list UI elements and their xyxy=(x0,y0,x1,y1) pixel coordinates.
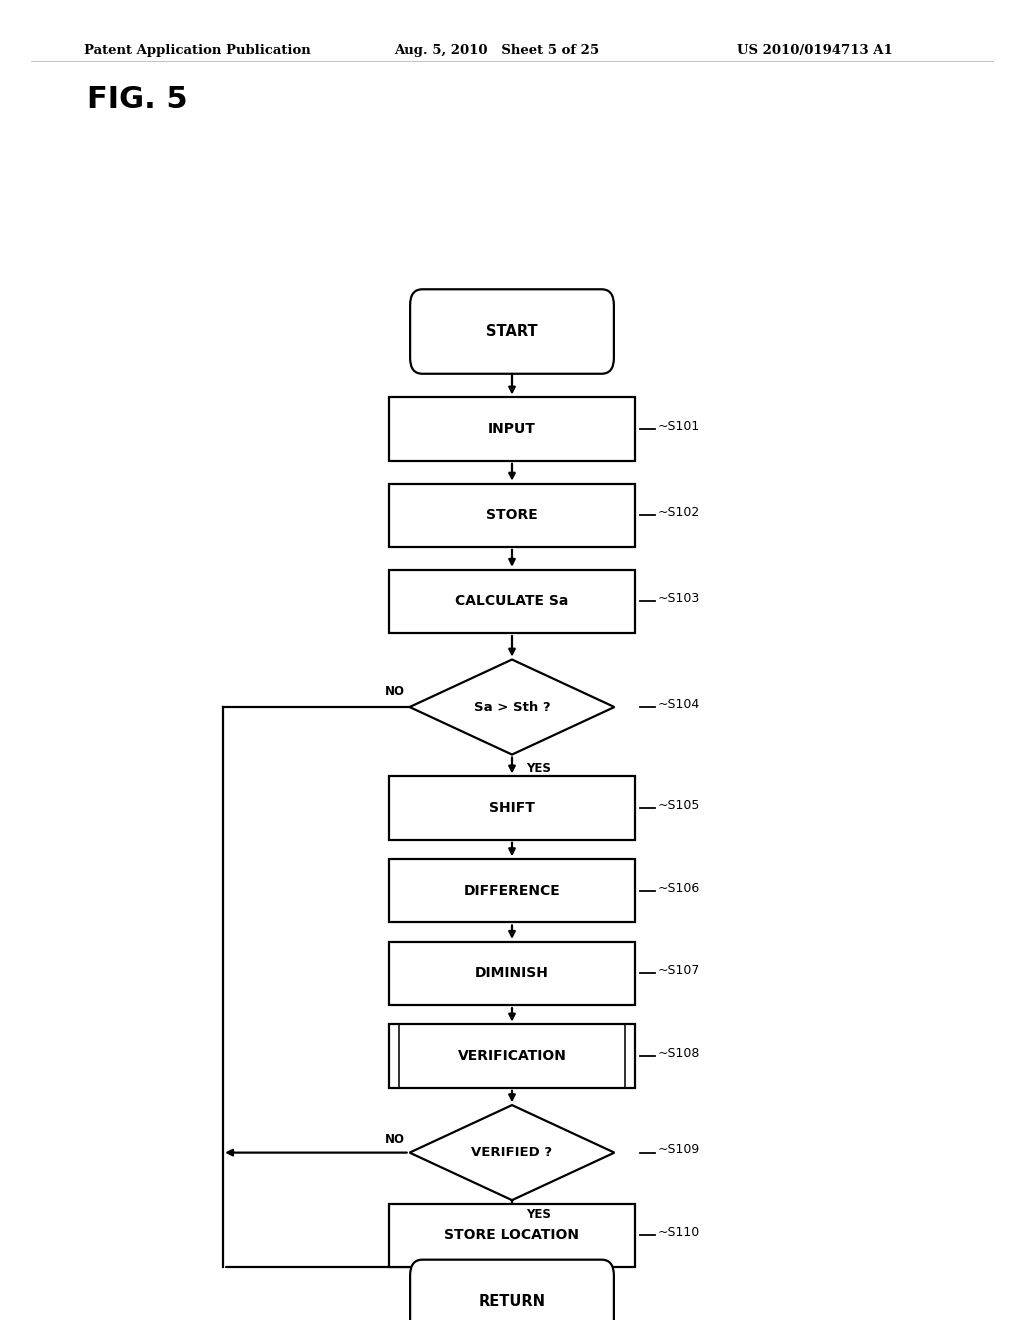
Text: Sa > Sth ?: Sa > Sth ? xyxy=(474,701,550,714)
Bar xyxy=(389,1024,635,1088)
Bar xyxy=(389,776,635,840)
Text: ~S110: ~S110 xyxy=(657,1226,699,1239)
Text: ~S101: ~S101 xyxy=(657,420,699,433)
Text: Aug. 5, 2010   Sheet 5 of 25: Aug. 5, 2010 Sheet 5 of 25 xyxy=(394,44,599,57)
Text: NO: NO xyxy=(384,1133,404,1146)
Text: ~S109: ~S109 xyxy=(657,1143,699,1156)
Text: US 2010/0194713 A1: US 2010/0194713 A1 xyxy=(737,44,893,57)
Bar xyxy=(389,1204,635,1267)
Text: NO: NO xyxy=(384,685,404,698)
Bar xyxy=(389,570,635,634)
Text: STORE: STORE xyxy=(486,508,538,523)
Text: ~S108: ~S108 xyxy=(657,1047,699,1060)
Text: ~S107: ~S107 xyxy=(657,965,699,977)
FancyBboxPatch shape xyxy=(410,1259,613,1320)
Bar xyxy=(389,859,635,923)
Polygon shape xyxy=(410,1105,614,1200)
Bar xyxy=(389,941,635,1005)
Text: SHIFT: SHIFT xyxy=(489,801,535,816)
Text: START: START xyxy=(486,323,538,339)
Text: INPUT: INPUT xyxy=(488,422,536,436)
Text: VERIFIED ?: VERIFIED ? xyxy=(471,1146,553,1159)
Text: ~S104: ~S104 xyxy=(657,698,699,711)
Text: YES: YES xyxy=(526,763,551,775)
Text: STORE LOCATION: STORE LOCATION xyxy=(444,1229,580,1242)
Text: DIMINISH: DIMINISH xyxy=(475,966,549,981)
Text: FIG. 5: FIG. 5 xyxy=(87,84,187,114)
Text: RETURN: RETURN xyxy=(478,1295,546,1309)
Text: VERIFICATION: VERIFICATION xyxy=(458,1049,566,1063)
FancyBboxPatch shape xyxy=(410,289,613,374)
Bar xyxy=(389,397,635,461)
Text: CALCULATE Sa: CALCULATE Sa xyxy=(456,594,568,609)
Text: ~S103: ~S103 xyxy=(657,593,699,606)
Text: YES: YES xyxy=(526,1208,551,1221)
Text: ~S102: ~S102 xyxy=(657,506,699,519)
Bar xyxy=(389,483,635,546)
Text: ~S106: ~S106 xyxy=(657,882,699,895)
Text: Patent Application Publication: Patent Application Publication xyxy=(84,44,310,57)
Polygon shape xyxy=(410,660,614,755)
Text: DIFFERENCE: DIFFERENCE xyxy=(464,884,560,898)
Text: ~S105: ~S105 xyxy=(657,799,699,812)
